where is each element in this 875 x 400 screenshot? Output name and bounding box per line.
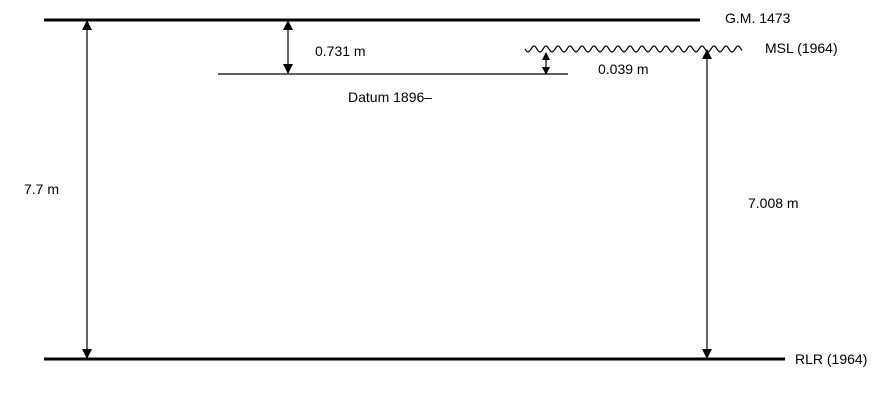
- gm-label: G.M. 1473: [725, 10, 791, 26]
- gm-to-rlr-label: 7.7 m: [24, 181, 59, 197]
- msl-wave-line: [524, 45, 743, 53]
- gm-to-datum-label: 0.731 m: [315, 43, 366, 59]
- msl-to-rlr-label: 7.008 m: [748, 195, 799, 211]
- datum-to-msl-label: 0.039 m: [598, 61, 649, 77]
- msl-label: MSL (1964): [765, 40, 838, 56]
- datum-label: Datum 1896–: [348, 89, 432, 105]
- rlr-label: RLR (1964): [795, 351, 867, 367]
